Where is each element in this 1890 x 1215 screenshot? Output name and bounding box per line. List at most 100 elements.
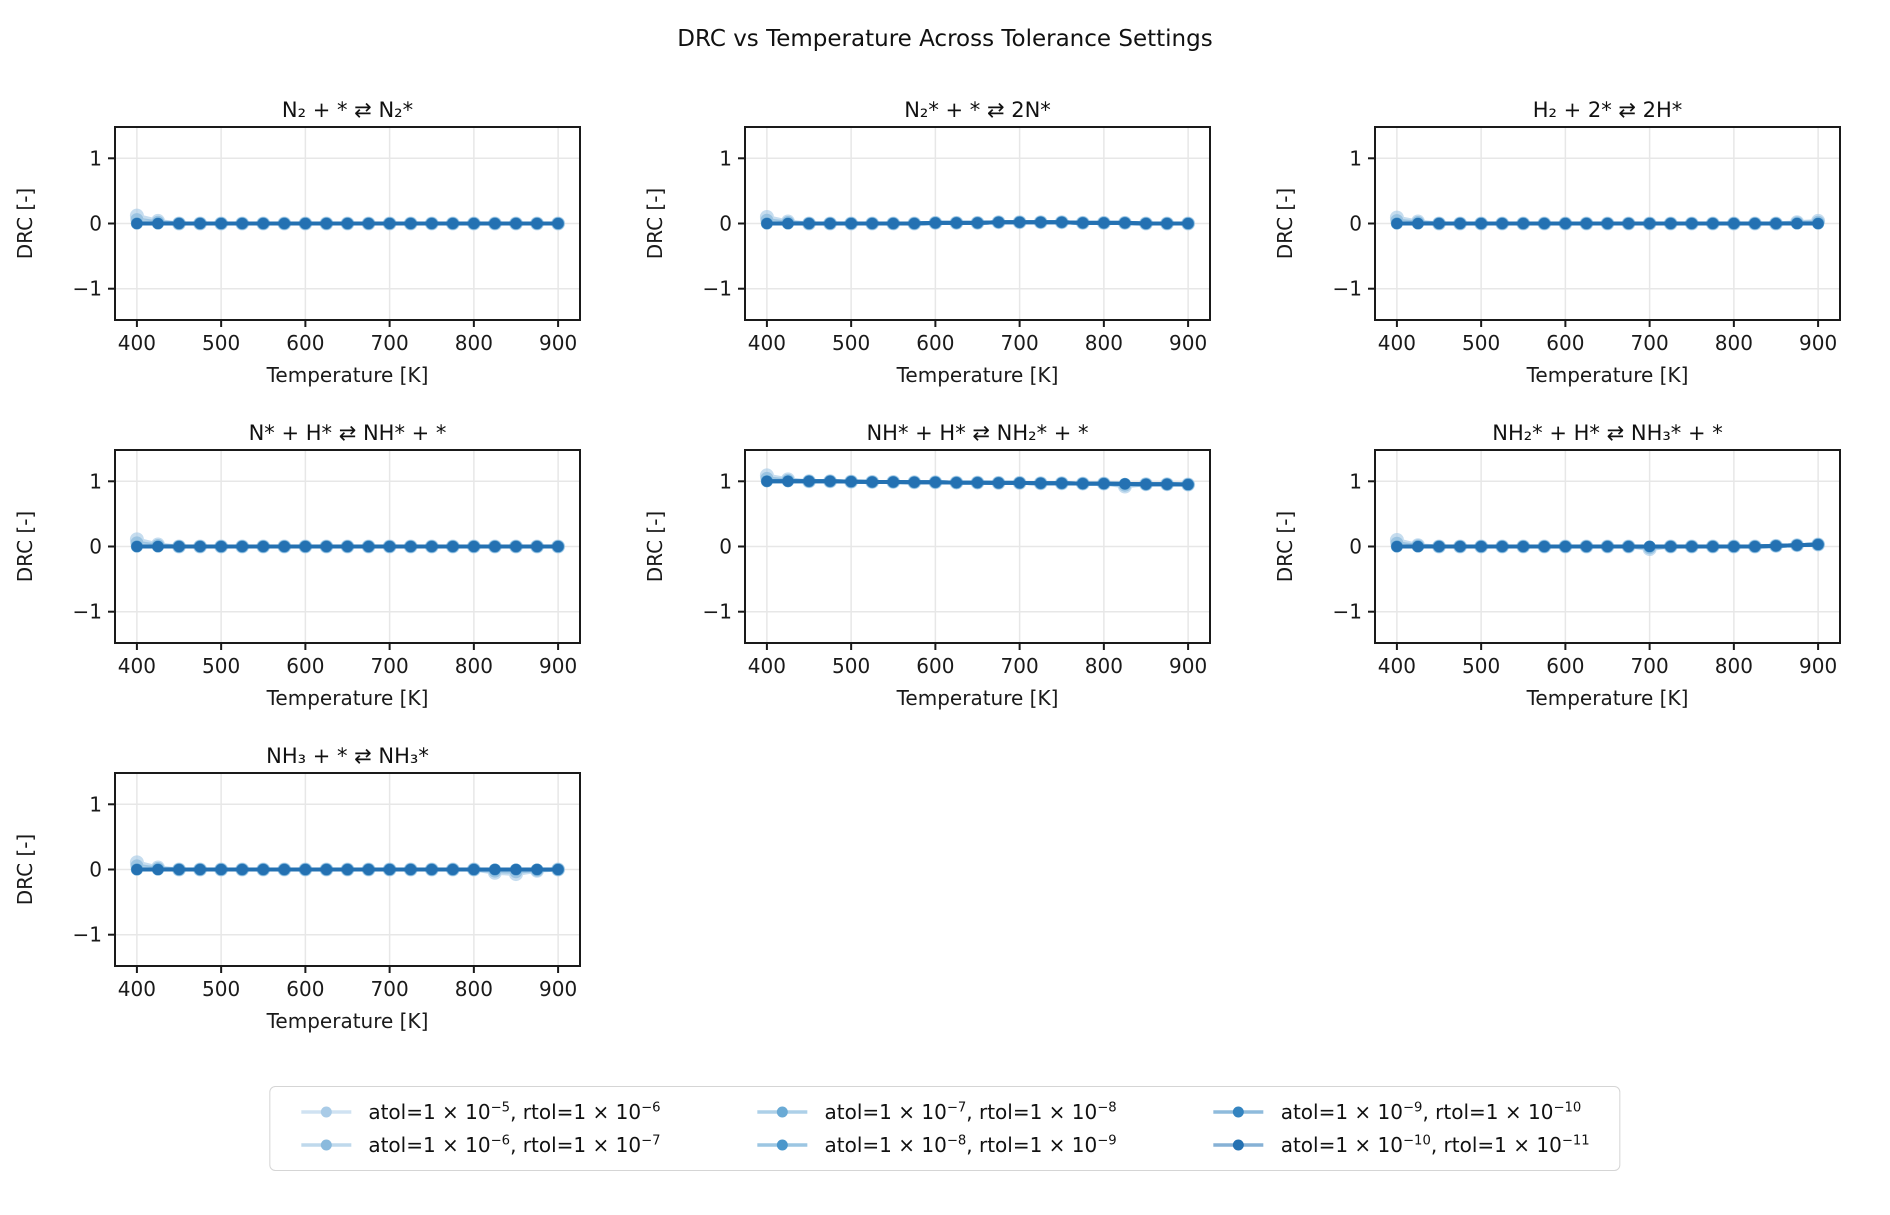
data-point-marker: [1098, 478, 1110, 490]
legend-entry-label: atol=1 × 10−8, rtol=1 × 10−9: [824, 1133, 1117, 1157]
data-point-marker: [1098, 217, 1110, 229]
x-tick-label: 500: [202, 977, 240, 1001]
data-point-marker: [531, 541, 543, 552]
legend-dot: [320, 1139, 332, 1151]
y-tick-label: 1: [719, 469, 732, 493]
x-tick-label: 900: [1169, 654, 1207, 678]
axis-ticks: 400 500 600 700 800 900 −1 0 1: [73, 469, 578, 678]
data-point-marker: [236, 541, 248, 552]
axis-ticks: 400 500 600 700 800 900 −1 0 1: [703, 146, 1208, 355]
data-point-marker: [1475, 218, 1487, 229]
subplot-plot-area: 400 500 600 700 800 900 −1 0 1 Temperature [K] DRC…: [1273, 449, 1841, 710]
data-point-marker: [320, 541, 332, 552]
data-point-marker: [1412, 541, 1424, 552]
legend-dot: [777, 1139, 789, 1151]
subplot-title: NH* + H* ⇄ NH₂* + *: [866, 421, 1089, 445]
data-point-marker: [1391, 541, 1403, 552]
data-point-marker: [489, 864, 501, 875]
data-point-marker: [152, 218, 164, 229]
data-point-marker: [1707, 541, 1719, 552]
data-point-marker: [320, 864, 332, 875]
y-tick-label: 0: [1349, 535, 1362, 559]
subplot-title: NH₃ + * ⇄ NH₃*: [266, 744, 429, 768]
data-point-marker: [278, 218, 290, 229]
legend-dot: [1233, 1106, 1245, 1118]
data-point-marker: [131, 218, 143, 229]
data-point-marker: [1496, 218, 1508, 229]
x-axis-label: Temperature [K]: [1526, 686, 1689, 710]
y-axis-label: DRC [-]: [13, 511, 37, 582]
tolerance-series: [1391, 539, 1824, 552]
data-point-marker: [1791, 539, 1803, 551]
x-tick-label: 600: [286, 654, 324, 678]
subplot-plot-area: 400 500 600 700 800 900 −1 0 1 Temperature [K] DRC…: [13, 126, 581, 387]
data-point-marker: [908, 218, 920, 229]
data-point-marker: [299, 864, 311, 875]
legend-entry-label: atol=1 × 10−5, rtol=1 × 10−6: [368, 1100, 661, 1124]
data-point-marker: [299, 541, 311, 552]
data-point-marker: [342, 541, 353, 552]
data-point-marker: [531, 218, 543, 229]
y-axis-label: DRC [-]: [1273, 188, 1297, 259]
data-point-marker: [236, 864, 248, 875]
tolerance-series: [1391, 218, 1824, 229]
x-axis-label: Temperature [K]: [896, 363, 1059, 387]
data-point-marker: [824, 475, 836, 487]
data-point-marker: [929, 217, 941, 229]
data-point-marker: [1580, 218, 1592, 229]
data-point-marker: [1517, 541, 1529, 552]
legend-line-marker-icon: [301, 1139, 352, 1151]
data-point-marker: [887, 476, 899, 488]
data-point-marker: [257, 218, 269, 229]
data-point-marker: [489, 541, 501, 552]
data-point-marker: [887, 218, 899, 229]
data-point-marker: [1665, 541, 1677, 552]
x-tick-label: 600: [286, 331, 324, 355]
data-point-marker: [215, 864, 227, 875]
x-tick-label: 700: [371, 331, 409, 355]
data-point-marker: [468, 541, 480, 552]
data-point-marker: [1559, 541, 1571, 552]
x-tick-label: 600: [1546, 654, 1584, 678]
data-point-marker: [1707, 218, 1719, 229]
tolerance-series: [131, 541, 564, 552]
subplot-plot-area: 400 500 600 700 800 900 −1 0 1 Temperature [K] DRC…: [643, 449, 1211, 710]
data-point-marker: [1686, 541, 1698, 552]
data-point-marker: [552, 541, 564, 552]
x-tick-label: 800: [1715, 331, 1753, 355]
data-point-marker: [1182, 479, 1194, 491]
data-point-marker: [1770, 540, 1782, 552]
data-point-marker: [342, 218, 353, 229]
data-point-marker: [1140, 218, 1152, 229]
y-tick-label: 0: [89, 858, 102, 882]
data-point-marker: [468, 218, 480, 229]
data-point-marker: [236, 218, 248, 229]
data-point-marker: [278, 541, 290, 552]
axis-ticks: 400 500 600 700 800 900 −1 0 1: [73, 792, 578, 1001]
data-point-marker: [1119, 478, 1131, 490]
legend-entry-atol-1e-10: atol=1 × 10−10, rtol=1 × 10−11: [1213, 1133, 1590, 1157]
x-axis-label: Temperature [K]: [896, 686, 1059, 710]
legend-entry-atol-1e-7: atol=1 × 10−7, rtol=1 × 10−8: [757, 1100, 1117, 1124]
data-point-marker: [761, 218, 773, 229]
x-tick-label: 900: [1799, 331, 1837, 355]
data-point-marker: [173, 864, 185, 875]
data-point-marker: [1517, 218, 1529, 229]
subplot-title: NH₂* + H* ⇄ NH₃* + *: [1492, 421, 1723, 445]
y-tick-label: 0: [89, 212, 102, 236]
x-tick-label: 400: [1378, 654, 1416, 678]
data-point-marker: [1161, 218, 1173, 229]
data-point-marker: [510, 864, 522, 875]
data-point-marker: [384, 541, 396, 552]
y-tick-label: 1: [89, 469, 102, 493]
data-point-marker: [1770, 218, 1782, 229]
data-point-marker: [1728, 218, 1740, 229]
x-tick-label: 700: [1001, 331, 1039, 355]
y-axis-label: DRC [-]: [643, 188, 667, 259]
subplot-plot-area: 400 500 600 700 800 900 −1 0 1 Temperature [K] DRC…: [1273, 126, 1841, 387]
data-point-marker: [278, 864, 290, 875]
axis-ticks: 400 500 600 700 800 900 −1 0 1: [1333, 146, 1838, 355]
data-point-marker: [1077, 217, 1089, 229]
x-tick-label: 400: [118, 654, 156, 678]
data-point-marker: [342, 864, 353, 875]
